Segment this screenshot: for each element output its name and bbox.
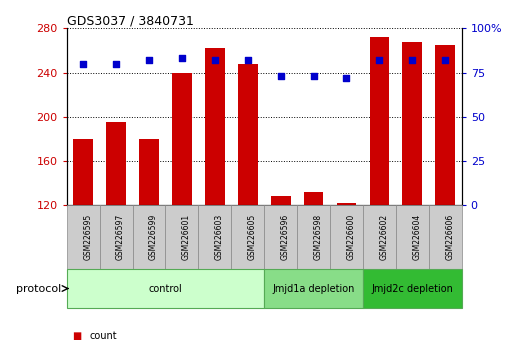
Bar	[67, 269, 264, 308]
Bar	[231, 205, 264, 269]
Bar	[369, 37, 389, 205]
Bar	[172, 73, 192, 205]
Text: GSM226599: GSM226599	[149, 214, 158, 260]
Bar	[106, 122, 126, 205]
Text: GSM226598: GSM226598	[313, 214, 323, 260]
Bar	[73, 139, 93, 205]
Bar	[330, 205, 363, 269]
Text: GSM226605: GSM226605	[248, 214, 256, 260]
Bar	[271, 196, 290, 205]
Text: GSM226601: GSM226601	[182, 214, 191, 260]
Text: Jmjd2c depletion: Jmjd2c depletion	[371, 284, 453, 293]
Bar	[205, 48, 225, 205]
Point	[277, 73, 285, 79]
Bar	[297, 205, 330, 269]
Bar	[264, 205, 297, 269]
Text: protocol: protocol	[16, 284, 62, 293]
Bar	[337, 203, 357, 205]
Text: GSM226600: GSM226600	[346, 214, 356, 260]
Point	[376, 57, 384, 63]
Bar	[165, 205, 199, 269]
Bar	[199, 205, 231, 269]
Text: GSM226597: GSM226597	[116, 214, 125, 260]
Bar	[363, 269, 462, 308]
Point	[112, 61, 120, 67]
Text: GSM226603: GSM226603	[215, 214, 224, 260]
Text: ■: ■	[72, 331, 81, 341]
Text: GSM226606: GSM226606	[445, 214, 454, 260]
Point	[79, 61, 87, 67]
Point	[211, 57, 219, 63]
Bar	[436, 45, 455, 205]
Point	[244, 57, 252, 63]
Bar	[67, 205, 100, 269]
Bar	[304, 192, 323, 205]
Bar	[238, 64, 258, 205]
Bar	[402, 42, 422, 205]
Text: count: count	[90, 331, 117, 341]
Bar	[429, 205, 462, 269]
Point	[145, 57, 153, 63]
Bar	[100, 205, 132, 269]
Text: GSM226595: GSM226595	[83, 214, 92, 260]
Point	[342, 75, 350, 81]
Point	[441, 57, 449, 63]
Point	[309, 73, 318, 79]
Text: GSM226602: GSM226602	[380, 214, 388, 260]
Bar	[264, 269, 363, 308]
Point	[178, 56, 186, 61]
Bar	[139, 139, 159, 205]
Text: GSM226604: GSM226604	[412, 214, 421, 260]
Text: GSM226596: GSM226596	[281, 214, 290, 260]
Text: GDS3037 / 3840731: GDS3037 / 3840731	[67, 14, 193, 27]
Bar	[363, 205, 396, 269]
Bar	[132, 205, 165, 269]
Bar	[396, 205, 429, 269]
Text: Jmjd1a depletion: Jmjd1a depletion	[272, 284, 355, 293]
Text: control: control	[149, 284, 182, 293]
Point	[408, 57, 417, 63]
